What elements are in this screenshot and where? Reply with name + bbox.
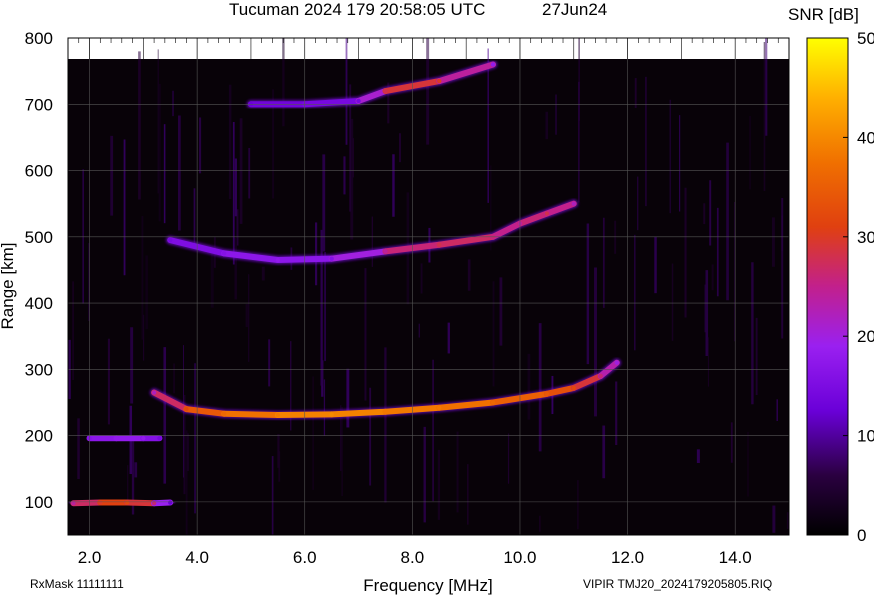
trace-segment [221, 250, 281, 263]
trace-segment [570, 372, 604, 391]
trace-point [124, 500, 130, 505]
colorbar-tick-label: 50 [857, 29, 874, 48]
y-axis-label: Range [km] [0, 243, 17, 330]
trace-point [168, 237, 173, 243]
trace-point [151, 390, 157, 395]
trace-segment [183, 406, 228, 417]
colorbar [806, 37, 849, 536]
y-tick-label: 600 [25, 162, 53, 181]
trace-point [571, 201, 576, 206]
trace-segment [355, 88, 389, 104]
trace-point [614, 360, 620, 365]
trace-segment [543, 200, 577, 217]
trace-point [329, 412, 334, 417]
rxmask-label: RxMask 11111111 [30, 577, 124, 591]
colorbar-tick-label: 40 [857, 128, 874, 147]
trace-segment [436, 61, 497, 85]
trace-0 [68, 498, 175, 508]
trace-point [437, 405, 442, 410]
trace-point [275, 412, 281, 418]
trace-point [490, 400, 496, 405]
trace-segment [124, 499, 158, 507]
x-tick-label: 10.0 [503, 548, 536, 567]
x-tick-label: 14.0 [719, 548, 752, 567]
y-tick-label: 300 [25, 360, 53, 379]
trace-segment [151, 499, 174, 507]
trace-point [544, 391, 550, 397]
x-axis-label: Frequency [MHz] [363, 576, 492, 595]
y-tick-label: 100 [25, 493, 53, 512]
colorbar-label: SNR [dB] [788, 5, 859, 24]
trace-segment [301, 97, 362, 108]
trace-point [221, 251, 227, 256]
x-tick-label: 8.0 [401, 548, 425, 567]
trace-point [437, 242, 442, 247]
trace-segment [516, 210, 550, 227]
trace-point [383, 409, 388, 414]
x-tick-label: 4.0 [185, 548, 209, 567]
chart-title: Tucuman 2024 179 20:58:05 UTC [229, 0, 485, 19]
trace-point [168, 500, 173, 505]
trace-segment [328, 408, 389, 418]
file-label: VIPIR TMJ20_2024179205805.RIQ [583, 577, 772, 591]
trace-point [141, 436, 146, 441]
trace-point [571, 385, 576, 391]
grid-layer [68, 37, 790, 535]
trace-segment [70, 499, 104, 507]
trace-point [114, 436, 119, 441]
trace-segment [543, 384, 577, 397]
x-tick-label: 2.0 [78, 548, 102, 567]
y-tick-label: 400 [25, 294, 53, 313]
trace-point [598, 373, 603, 379]
trace-point [275, 257, 281, 263]
trace-segment [436, 399, 497, 411]
trace-point [184, 406, 189, 412]
x-tick-label: 6.0 [293, 548, 317, 567]
colorbar-tick-label: 30 [857, 228, 874, 247]
trace-point [221, 411, 227, 416]
y-tick-labels: 100 200 300 400 500 600 700 800 [25, 29, 53, 512]
trace-point [329, 256, 334, 261]
y-tick-label: 700 [25, 95, 53, 114]
trace-point [490, 62, 496, 67]
y-tick-label: 500 [25, 228, 53, 247]
plot-frame [67, 37, 790, 536]
trace-segment [221, 410, 281, 419]
colorbar-tick-label: 0 [857, 526, 866, 545]
chart-date: 27Jun24 [542, 0, 607, 19]
trace-point [383, 249, 388, 254]
trace-point [157, 436, 162, 441]
trace-point [98, 500, 103, 505]
colorbar-tick-label: 20 [857, 327, 874, 346]
x-tick-labels: 2.0 4.0 6.0 8.0 10.0 12.0 14.0 [78, 548, 752, 567]
trace-point [437, 78, 442, 84]
trace-segment [490, 220, 523, 240]
x-tick-label: 12.0 [611, 548, 644, 567]
trace-point [383, 88, 388, 94]
trace-point [544, 211, 550, 216]
trace-segment [328, 248, 389, 262]
colorbar-tick-label: 10 [857, 427, 874, 446]
y-tick-label: 200 [25, 427, 53, 446]
trace-segment [151, 389, 190, 413]
y-tick-label: 800 [25, 29, 53, 48]
trace-point [356, 98, 361, 104]
trace-1 [85, 433, 164, 443]
trace-segment [436, 233, 497, 248]
colorbar-ticks: 0 10 20 30 40 50 [843, 29, 874, 545]
